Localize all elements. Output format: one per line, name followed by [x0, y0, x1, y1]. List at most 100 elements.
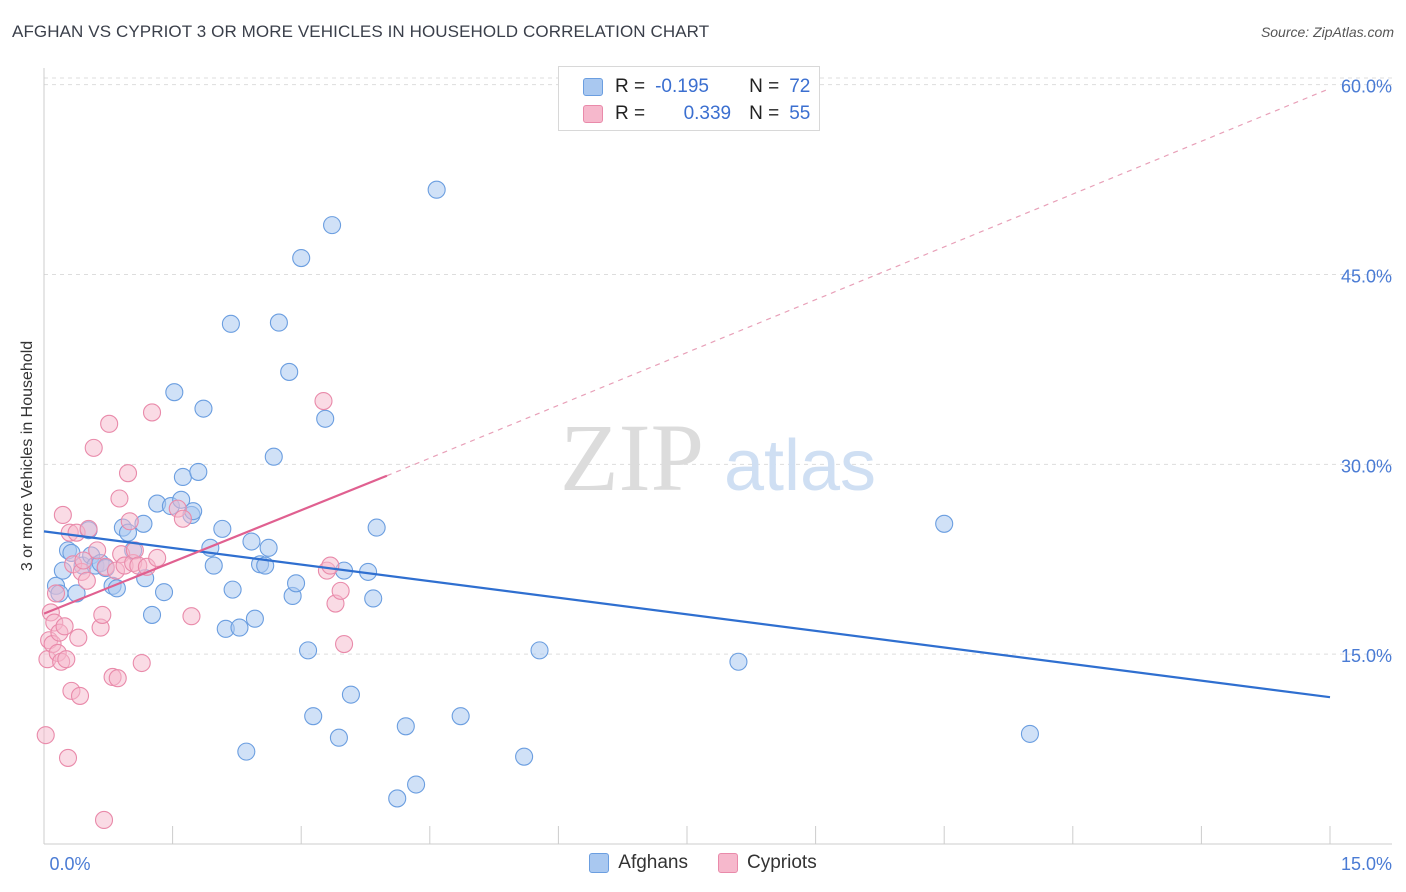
- afghans-point: [204, 556, 223, 575]
- afghans-point: [237, 742, 256, 761]
- cypriots-point: [118, 464, 138, 483]
- legend-r-label: R =: [615, 76, 646, 97]
- cypriots-point: [331, 581, 350, 600]
- afghans-point: [264, 447, 283, 466]
- afghans-point: [189, 462, 208, 481]
- afghans-point: [407, 775, 426, 794]
- cypriots-point: [173, 509, 192, 528]
- afghans-point: [1020, 724, 1039, 743]
- afghans-point: [221, 314, 240, 333]
- afghans-point: [515, 747, 534, 766]
- chart-title: AFGHAN VS CYPRIOT 3 OR MORE VEHICLES IN …: [12, 22, 710, 41]
- cypriots-point: [58, 748, 78, 767]
- bottom-legend: Afghans Cypriots: [0, 852, 1406, 874]
- afghans-point: [323, 216, 342, 235]
- afghans-point: [213, 519, 232, 538]
- legend-n-label: N =: [749, 76, 780, 97]
- afghans-point: [269, 313, 288, 332]
- cypriots-point: [88, 541, 107, 560]
- cypriots-point: [74, 551, 93, 570]
- legend-r-value: 0.339: [683, 103, 732, 124]
- afghans-point: [194, 399, 213, 418]
- axes: [43, 68, 1392, 845]
- legend-n-value: 72: [789, 76, 811, 97]
- bottom-legend-swatch-cypriots: [718, 853, 739, 873]
- source-label: Source: ZipAtlas.com: [1260, 24, 1394, 40]
- cypriots-point: [314, 391, 333, 411]
- watermark-atlas: atlas: [724, 426, 876, 506]
- afghans-point: [304, 707, 323, 726]
- cypriots-trend-line: [43, 474, 388, 615]
- afghans-point: [316, 409, 335, 428]
- y-tick-label: 45.0%: [1341, 266, 1392, 286]
- cypriots-point: [70, 686, 90, 705]
- afghans-point: [364, 589, 383, 608]
- afghans-point: [341, 685, 360, 704]
- cypriots-point: [84, 438, 103, 457]
- afghans-point: [280, 362, 299, 381]
- legend-swatch-cypriots: [583, 105, 603, 123]
- afghans-point: [223, 580, 242, 599]
- afghans-point: [530, 641, 549, 660]
- cypriots-point: [93, 605, 112, 624]
- bottom-legend-afghans[interactable]: Afghans: [589, 852, 688, 874]
- cypriots-point: [148, 548, 167, 568]
- cypriots-point: [100, 414, 119, 433]
- series-cypriots: [36, 391, 354, 830]
- legend-n-label: N =: [749, 103, 780, 124]
- legend-r-label: R =: [615, 103, 646, 124]
- cypriots-point: [335, 634, 354, 654]
- series-afghans: [46, 180, 1039, 808]
- afghans-point: [287, 574, 306, 593]
- afghans-point: [259, 538, 278, 557]
- bottom-legend-label: Afghans: [618, 852, 689, 873]
- cypriots-point: [79, 519, 98, 538]
- afghans-point: [935, 514, 954, 533]
- tick-labels: 15.0% 30.0% 45.0% 60.0% 0.0% 15.0%: [49, 77, 1392, 874]
- cypriots-point: [53, 505, 72, 525]
- x-tick-label: 15.0%: [1341, 854, 1392, 874]
- cypriots-point: [321, 556, 340, 575]
- cypriots-point: [36, 726, 55, 745]
- cypriots-point: [132, 653, 151, 673]
- bottom-legend-swatch-afghans: [589, 853, 610, 873]
- afghans-point: [396, 717, 415, 736]
- cypriots-point: [110, 489, 129, 508]
- cypriots-point: [120, 512, 139, 531]
- grid-lines: [44, 77, 1392, 655]
- legend-n-value: 55: [789, 103, 811, 124]
- afghans-point: [299, 641, 318, 660]
- cypriots-point: [94, 810, 114, 830]
- afghans-point: [142, 605, 162, 624]
- afghans-point: [367, 518, 386, 537]
- cypriots-point: [69, 628, 88, 647]
- afghans-point: [230, 618, 249, 637]
- afghans-point: [427, 180, 446, 199]
- y-tick-label: 15.0%: [1341, 646, 1392, 666]
- afghans-point: [242, 532, 261, 551]
- legend-r-value: -0.195: [655, 76, 709, 97]
- legend-row-afghans: R = -0.195 N = 72: [583, 75, 810, 99]
- watermark: ZIP atlas: [560, 404, 876, 511]
- cypriots-point: [46, 584, 66, 603]
- afghans-point: [388, 789, 407, 808]
- y-tick-label: 60.0%: [1341, 77, 1392, 97]
- afghans-point: [292, 248, 311, 268]
- afghans-point: [329, 728, 348, 747]
- cypriots-point: [108, 669, 127, 688]
- afghans-point: [165, 383, 184, 402]
- bottom-legend-label: Cypriots: [747, 852, 817, 873]
- afghans-point: [245, 609, 264, 628]
- cypriots-point: [55, 617, 74, 636]
- legend-row-cypriots: R = 0.339 N = 55: [583, 102, 810, 126]
- cypriots-trend-extension: [386, 87, 1331, 477]
- watermark-zip: ZIP: [560, 404, 704, 511]
- afghans-point: [729, 652, 748, 671]
- cypriots-point: [182, 607, 201, 626]
- trend-lines: [43, 87, 1331, 699]
- cypriots-point: [142, 403, 162, 422]
- legend-swatch-afghans: [583, 78, 603, 96]
- afghans-point: [154, 583, 174, 602]
- bottom-legend-cypriots[interactable]: Cypriots: [718, 852, 817, 874]
